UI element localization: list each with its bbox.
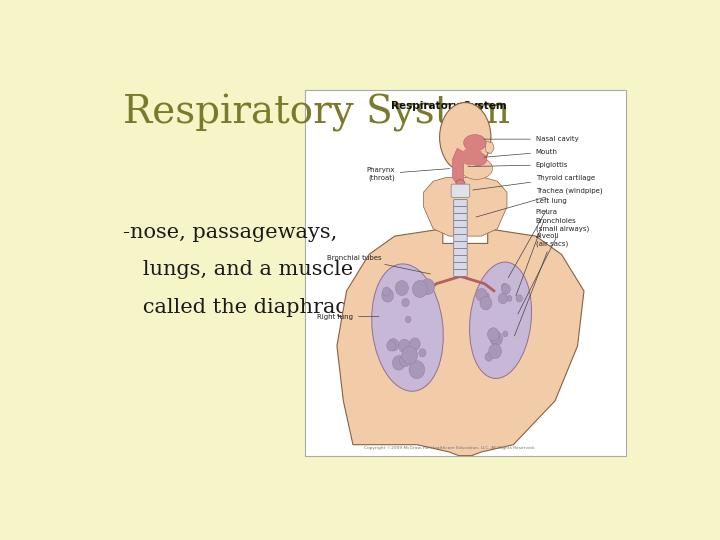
Circle shape: [489, 344, 502, 359]
Polygon shape: [452, 148, 464, 185]
Circle shape: [402, 299, 409, 307]
FancyBboxPatch shape: [454, 248, 467, 255]
Text: Respiratory System: Respiratory System: [124, 94, 510, 132]
Circle shape: [392, 356, 405, 370]
Text: called the diaphragm.: called the diaphragm.: [124, 298, 376, 316]
Text: Bronchioles
(small airways): Bronchioles (small airways): [518, 218, 589, 314]
Circle shape: [382, 289, 394, 302]
FancyBboxPatch shape: [454, 220, 467, 227]
Text: lungs, and a muscle: lungs, and a muscle: [124, 260, 354, 279]
Circle shape: [501, 284, 510, 294]
Text: Bronchial tubes: Bronchial tubes: [327, 255, 431, 274]
Circle shape: [498, 293, 508, 303]
Circle shape: [516, 295, 523, 302]
Ellipse shape: [372, 264, 444, 392]
Circle shape: [382, 287, 390, 296]
Circle shape: [413, 280, 427, 298]
FancyBboxPatch shape: [454, 234, 467, 241]
FancyBboxPatch shape: [454, 269, 467, 276]
Circle shape: [490, 332, 500, 343]
Text: -nose, passageways,: -nose, passageways,: [124, 223, 338, 242]
Circle shape: [395, 280, 408, 295]
Text: Thyroid cartilage: Thyroid cartilage: [473, 174, 595, 190]
Ellipse shape: [440, 103, 491, 172]
Circle shape: [388, 339, 399, 351]
Polygon shape: [337, 229, 584, 456]
FancyBboxPatch shape: [454, 227, 467, 234]
Circle shape: [507, 295, 512, 301]
FancyBboxPatch shape: [451, 184, 469, 197]
FancyBboxPatch shape: [454, 206, 467, 213]
Ellipse shape: [469, 153, 487, 166]
Circle shape: [410, 353, 415, 360]
FancyBboxPatch shape: [454, 255, 467, 262]
Circle shape: [502, 284, 507, 289]
Circle shape: [405, 316, 411, 323]
Circle shape: [408, 354, 415, 362]
Text: Copyright ©2009 McGraw-Hill Healthcare Education, LLC. All Rights Reserved.: Copyright ©2009 McGraw-Hill Healthcare E…: [364, 446, 535, 450]
Text: Left lung: Left lung: [508, 198, 567, 278]
Polygon shape: [457, 148, 481, 165]
Circle shape: [485, 353, 492, 361]
Ellipse shape: [456, 180, 465, 186]
Circle shape: [503, 331, 508, 337]
Polygon shape: [423, 178, 507, 236]
Circle shape: [480, 296, 492, 310]
Circle shape: [409, 361, 425, 379]
Circle shape: [484, 293, 490, 299]
Text: Alveoli
(air sacs): Alveoli (air sacs): [514, 233, 568, 336]
FancyBboxPatch shape: [454, 213, 467, 220]
Ellipse shape: [464, 134, 486, 151]
Circle shape: [402, 346, 418, 364]
Circle shape: [487, 328, 499, 341]
Ellipse shape: [469, 262, 531, 379]
Circle shape: [399, 339, 410, 353]
Circle shape: [387, 341, 396, 351]
Text: Pharynx
(throat): Pharynx (throat): [366, 167, 450, 181]
Text: Mouth: Mouth: [484, 149, 558, 157]
Text: Trachea (windpipe): Trachea (windpipe): [476, 187, 603, 217]
Circle shape: [400, 355, 410, 367]
Circle shape: [490, 332, 503, 346]
Text: Respiratory System: Respiratory System: [392, 101, 507, 111]
FancyBboxPatch shape: [454, 262, 467, 269]
Circle shape: [476, 288, 487, 301]
Text: Nasal cavity: Nasal cavity: [484, 136, 579, 142]
Ellipse shape: [461, 158, 492, 179]
Circle shape: [420, 279, 435, 295]
Text: Pleura: Pleura: [516, 210, 558, 296]
Text: Epiglottis: Epiglottis: [468, 162, 568, 168]
FancyBboxPatch shape: [454, 241, 467, 248]
Text: Right lung: Right lung: [317, 314, 379, 320]
Circle shape: [419, 349, 426, 357]
FancyBboxPatch shape: [305, 90, 626, 456]
FancyBboxPatch shape: [454, 199, 467, 206]
Polygon shape: [485, 141, 494, 154]
Circle shape: [410, 338, 420, 350]
